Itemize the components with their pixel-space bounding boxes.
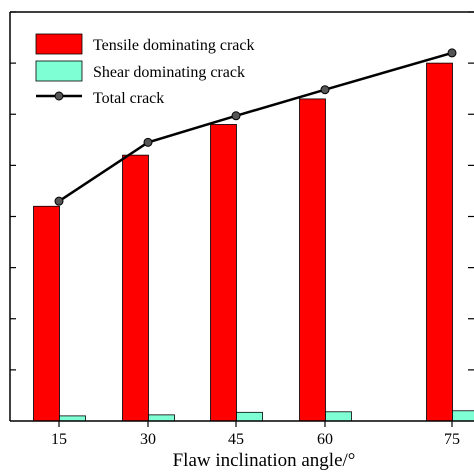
legend-label-shear: Shear dominating crack: [93, 64, 245, 81]
bar-shear-60: [325, 411, 352, 422]
x-tick-label-75: 75: [444, 431, 460, 448]
axes-layer: [9, 11, 474, 427]
bar-tensile-45: [210, 124, 237, 422]
legend-swatch-tensile: [35, 33, 83, 55]
x-tick-label-60: 60: [317, 431, 333, 448]
bar-shear-75: [452, 410, 474, 422]
total-crack-point-60: [320, 85, 330, 95]
ticks-layer: 15 30 45 60 75: [51, 431, 460, 448]
bar-shear-30: [148, 414, 175, 422]
bars-layer: [33, 62, 474, 422]
x-tick-label-45: 45: [228, 431, 244, 448]
legend: Tensile dominating crack Shear dominatin…: [35, 33, 255, 107]
legend-marker-total: [54, 91, 64, 101]
total-crack-point-15: [54, 196, 64, 206]
x-axis-title: Flaw inclination angle/°: [173, 450, 356, 471]
bar-tensile-60: [299, 98, 326, 422]
bar-shear-45: [236, 411, 263, 422]
legend-swatch-shear: [35, 60, 83, 82]
legend-label-tensile: Tensile dominating crack: [93, 37, 255, 54]
total-crack-point-30: [143, 137, 153, 147]
total-crack-point-75: [447, 48, 457, 58]
x-tick-label-15: 15: [51, 431, 67, 448]
bar-tensile-15: [33, 205, 60, 422]
x-tick-label-30: 30: [140, 431, 156, 448]
bar-tensile-30: [122, 154, 149, 422]
bar-tensile-75: [426, 62, 453, 422]
total-line-layer: [54, 48, 457, 206]
legend-label-total: Total crack: [93, 90, 164, 107]
bar-shear-15: [59, 415, 86, 422]
total-crack-point-45: [231, 111, 241, 121]
